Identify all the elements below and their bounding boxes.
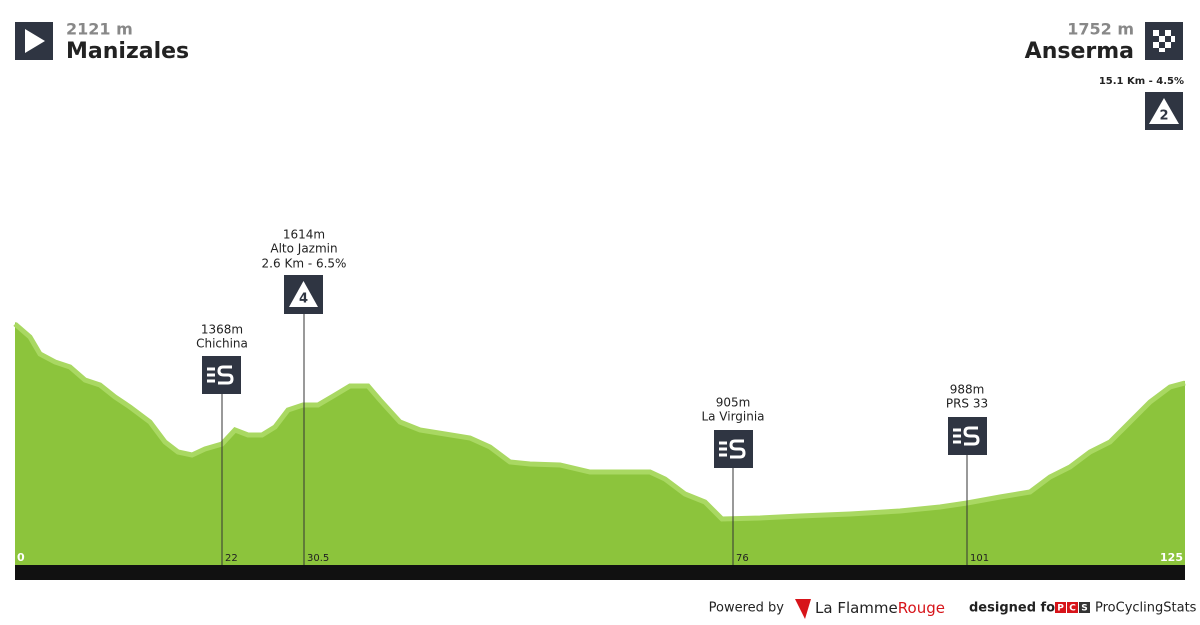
mountain-symbol <box>1149 98 1179 124</box>
profile-highlight <box>13 322 1186 522</box>
waypoint-elevation: 1614m <box>283 228 325 242</box>
brand: La FlammeRouge <box>815 599 945 617</box>
waypoint-elevation: 905m <box>716 396 751 410</box>
waypoint-name: La Virginia <box>701 410 764 424</box>
baseline-bar <box>15 565 1185 580</box>
brand-main: La Flamme <box>815 599 898 617</box>
sprint-icon <box>948 417 987 455</box>
sprint-icon <box>714 430 753 468</box>
brand-accent: Rouge <box>898 599 945 617</box>
finish-climb: 15.1 Km - 4.5% <box>1099 76 1184 87</box>
waypoint-name: Alto Jazmin <box>270 242 337 256</box>
designed-for: designed for <box>969 601 1062 616</box>
pcs-letter: C <box>1069 604 1076 614</box>
start-name: Manizales <box>66 39 189 64</box>
start-elevation: 2121 m <box>66 20 133 39</box>
pcs-letter: P <box>1057 604 1064 614</box>
checkered-flag <box>1153 30 1175 52</box>
pcs-box <box>1067 602 1078 613</box>
play-symbol <box>25 29 45 53</box>
pcs-box <box>1079 602 1090 613</box>
flamme-logo <box>795 599 811 619</box>
powered-by: Powered by <box>709 601 785 616</box>
waypoint-elevation: 1368m <box>201 323 243 337</box>
climb-category: 4 <box>299 292 308 307</box>
km-end: 125 <box>1160 551 1183 564</box>
finish-name: Anserma <box>1025 39 1134 64</box>
pcs-name: ProCyclingStats <box>1095 601 1197 616</box>
pcs-letter: S <box>1081 604 1087 614</box>
waypoint-name: Chichina <box>196 337 248 351</box>
waypoint-elevation: 988m <box>950 383 985 397</box>
waypoint-climb: 2.6 Km - 6.5% <box>262 257 347 271</box>
sprint-icon <box>202 356 241 394</box>
km-start: 0 <box>17 551 25 564</box>
elevation-profile <box>15 322 1185 565</box>
climb-category: 2 <box>1159 109 1168 124</box>
km-label: 101 <box>970 553 989 564</box>
finish-elevation: 1752 m <box>1067 20 1134 39</box>
km-label: 76 <box>736 553 749 564</box>
waypoint-name: PRS 33 <box>946 397 988 411</box>
mountain-symbol <box>289 281 318 307</box>
km-label: 30.5 <box>307 553 329 564</box>
km-label: 22 <box>225 553 238 564</box>
pcs-box <box>1055 602 1066 613</box>
